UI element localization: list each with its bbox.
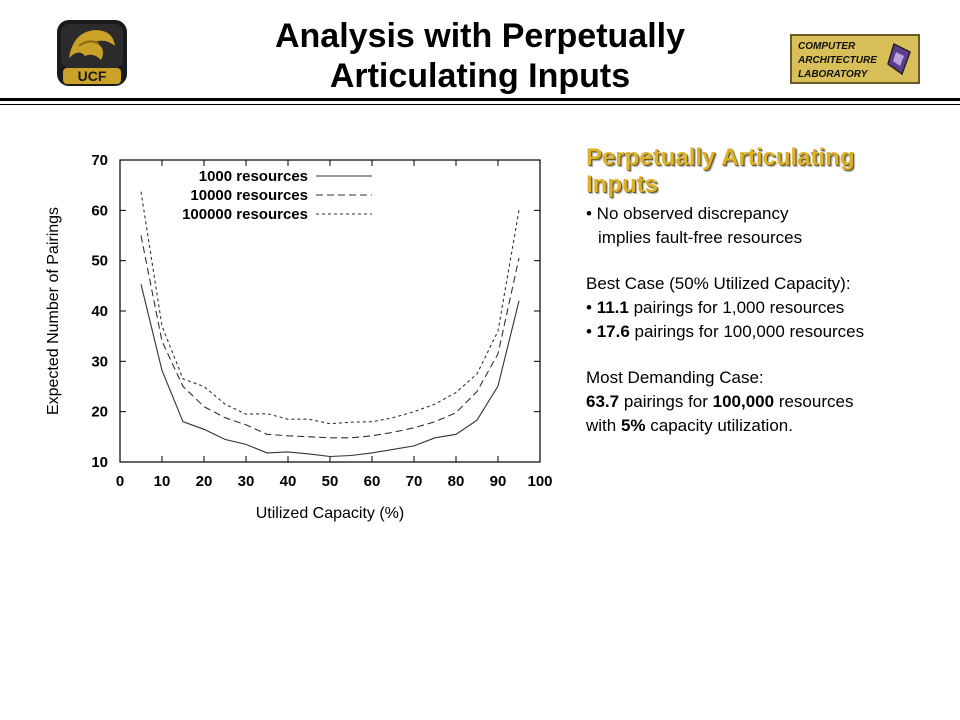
legend-label: 10000 resources	[190, 187, 308, 204]
demanding-text: resources	[774, 392, 854, 411]
x-tick-label: 40	[280, 473, 297, 490]
best-case-text: pairings for 100,000 resources	[629, 322, 865, 341]
header-rule-thick	[0, 98, 960, 101]
pairings-line-chart: 0 10 20 30 40 50 60 70 80 90 100 10 20 30 40 50 60 70 100…	[45, 152, 553, 522]
x-tick-label: 100	[527, 473, 552, 490]
bullet-marker: •	[586, 322, 597, 341]
best-case-value: 11.1	[596, 298, 629, 317]
y-tick-label: 40	[91, 303, 108, 320]
demanding-text: with	[586, 416, 621, 435]
demanding-text: capacity utilization.	[645, 416, 793, 435]
best-case-item: • 11.1 pairings for 1,000 resources	[586, 296, 956, 320]
x-tick-label: 70	[406, 473, 423, 490]
ucf-logo-text: UCF	[78, 68, 107, 84]
demanding-resources: 100,000	[712, 392, 775, 411]
series-line	[140, 284, 520, 458]
x-tick-label: 30	[238, 473, 255, 490]
ucf-logo: UCF	[57, 20, 127, 86]
legend-label: 100000 resources	[182, 206, 308, 223]
best-case-value: 17.6	[596, 322, 630, 341]
panel-heading-line-1: Perpetually Articulating	[586, 144, 855, 171]
page-title: Analysis with Perpetually Articulating I…	[180, 16, 780, 96]
demanding-case-line-1: 63.7 pairings for 100,000 resources	[586, 390, 956, 414]
best-case-text: pairings for 1,000 resources	[628, 298, 845, 317]
lab-logo-line-2: ARCHITECTURE	[797, 55, 877, 66]
panel-heading-line-2: Inputs	[586, 171, 658, 198]
demanding-case-title: Most Demanding Case:	[586, 368, 764, 387]
series-line	[140, 235, 520, 439]
demanding-text: pairings for	[619, 392, 713, 411]
bullet-no-discrepancy-cont: implies fault-free resources	[598, 228, 803, 247]
y-tick-label: 60	[91, 202, 108, 219]
bullet-marker: •	[586, 298, 597, 317]
y-tick-label: 20	[91, 404, 108, 421]
title-line-2: Articulating Inputs	[329, 57, 631, 95]
demanding-pct: 5%	[620, 416, 646, 435]
bullet-no-discrepancy: • No observed discrepancy	[586, 204, 789, 223]
header-rule-thin	[0, 104, 960, 105]
x-tick-label: 80	[448, 473, 465, 490]
y-axis-label: Expected Number of Pairings	[45, 207, 62, 415]
demanding-case-line-2: with 5% capacity utilization.	[586, 414, 956, 438]
y-tick-label: 30	[91, 353, 108, 370]
series-line	[140, 191, 520, 425]
x-tick-label: 50	[322, 473, 339, 490]
x-tick-label: 60	[364, 473, 381, 490]
y-tick-label: 70	[91, 152, 108, 169]
legend-label: 1000 resources	[199, 168, 308, 185]
lab-logo-line-1: COMPUTER	[798, 41, 856, 52]
y-tick-label: 50	[91, 253, 108, 270]
x-tick-label: 90	[490, 473, 507, 490]
best-case-item: • 17.6 pairings for 100,000 resources	[586, 320, 956, 344]
best-case-title: Best Case (50% Utilized Capacity):	[586, 274, 851, 293]
title-line-1: Analysis with Perpetually	[274, 17, 686, 55]
x-tick-label: 0	[116, 473, 124, 490]
findings-panel: Perpetually Articulating Inputs • No obs…	[586, 144, 956, 438]
x-tick-label: 20	[196, 473, 213, 490]
y-tick-label: 10	[91, 454, 108, 471]
computer-architecture-lab-logo: COMPUTER ARCHITECTURE LABORATORY	[790, 34, 920, 84]
demanding-value: 63.7	[586, 392, 620, 411]
panel-heading: Perpetually Articulating Inputs	[586, 144, 956, 198]
lab-logo-line-3: LABORATORY	[798, 69, 869, 80]
x-axis-label: Utilized Capacity (%)	[256, 505, 404, 522]
x-tick-label: 10	[154, 473, 171, 490]
